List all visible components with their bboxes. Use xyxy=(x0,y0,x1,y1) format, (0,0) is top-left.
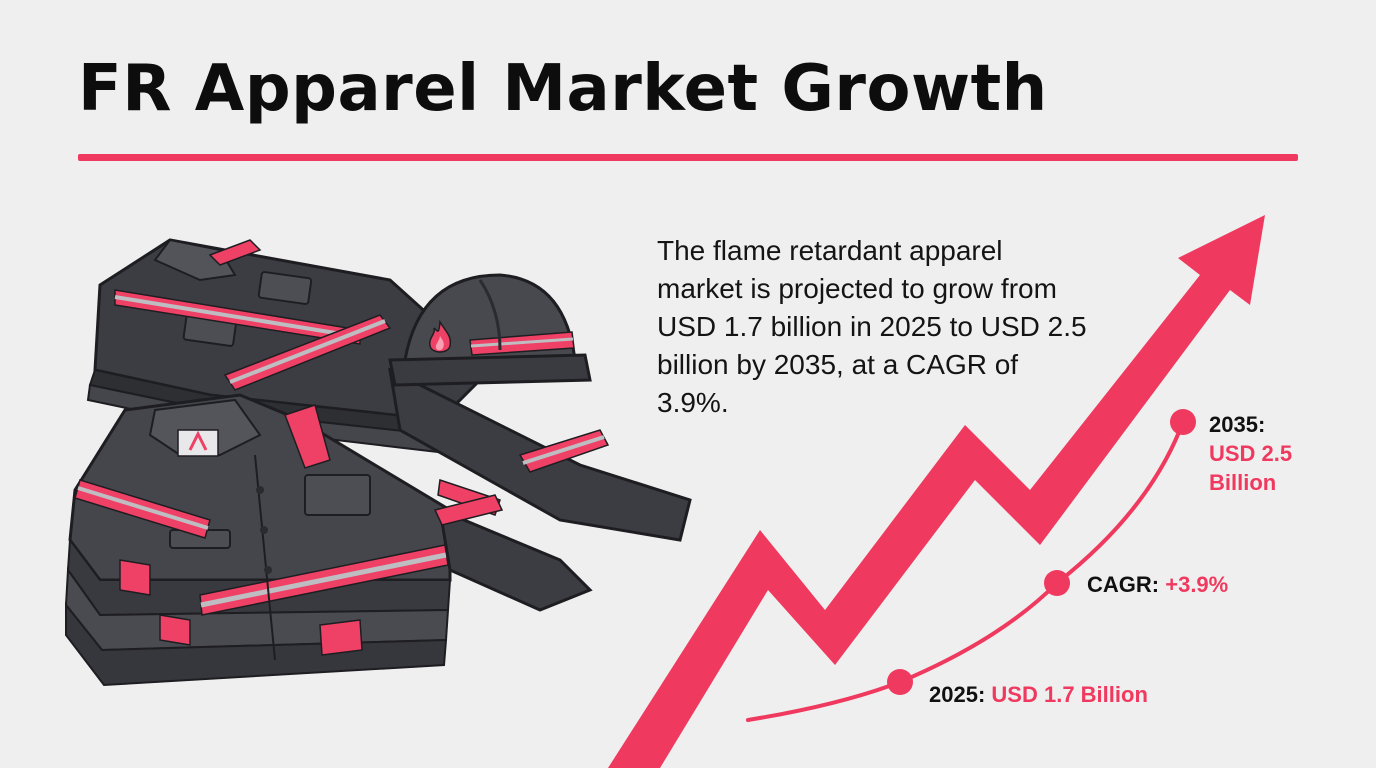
marker-2025 xyxy=(887,669,913,695)
milestone-2035-key: 2035: xyxy=(1209,412,1266,437)
milestone-2035: 2035: USD 2.5 Billion xyxy=(1209,410,1292,497)
milestone-2035-value-1: USD 2.5 xyxy=(1209,441,1293,466)
fr-apparel-illustration xyxy=(64,238,692,687)
folded-jacket xyxy=(64,393,593,687)
milestone-cagr-value: +3.9% xyxy=(1165,572,1229,597)
fire-icon xyxy=(428,319,452,353)
marker-2035 xyxy=(1170,409,1196,435)
milestone-2025: 2025: USD 1.7 Billion xyxy=(929,682,1148,708)
growth-curve xyxy=(746,420,1185,722)
market-description: The flame retardant apparel market is pr… xyxy=(657,235,1087,418)
marker-cagr xyxy=(1044,570,1070,596)
page-title: FR Apparel Market Growth xyxy=(78,52,1048,126)
milestone-2025-key: 2025: xyxy=(929,682,986,707)
title-divider xyxy=(78,154,1298,161)
milestone-2025-value: USD 1.7 Billion xyxy=(991,682,1148,707)
growth-arrow-icon xyxy=(608,215,1265,768)
milestone-2035-value-2: Billion xyxy=(1209,470,1277,495)
milestone-cagr-key: CAGR: xyxy=(1087,572,1160,597)
milestone-cagr: CAGR: +3.9% xyxy=(1087,572,1228,598)
hard-hat xyxy=(388,273,592,387)
folded-coverall xyxy=(86,238,692,542)
